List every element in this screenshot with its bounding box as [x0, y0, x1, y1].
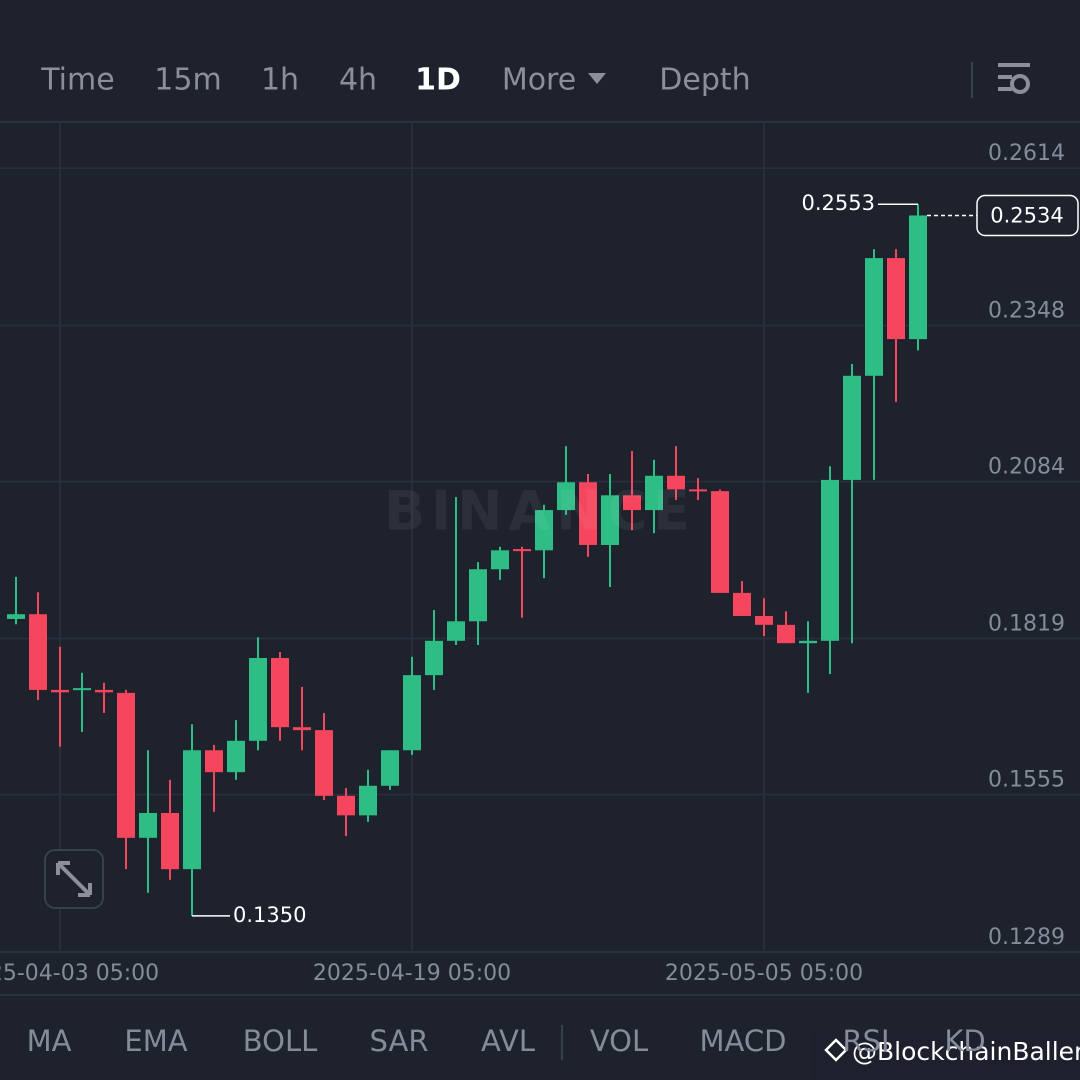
credit-logo	[824, 1038, 848, 1062]
candle-body	[755, 615, 773, 625]
candle-body	[799, 640, 817, 644]
icon-gear	[1010, 74, 1030, 94]
high-label: 0.2553	[802, 191, 875, 215]
toolbar-tab[interactable]: 15m	[154, 63, 221, 98]
x-tick-label: 2025-04-03 05:00	[0, 961, 159, 986]
y-tick-label: 0.2614	[988, 141, 1065, 166]
indicator-tab[interactable]: MA	[27, 1024, 72, 1058]
candle-body	[667, 475, 685, 490]
candle-body	[601, 495, 619, 545]
y-tick-label: 0.2084	[988, 455, 1065, 480]
candle-body	[733, 592, 751, 616]
candle-body	[711, 491, 729, 593]
indicator-tab[interactable]: BOLL	[243, 1024, 318, 1058]
candle-body	[689, 489, 707, 492]
candle-body	[183, 750, 201, 870]
toolbar-tab[interactable]: Depth	[659, 63, 750, 98]
indicator-tab[interactable]: EMA	[124, 1024, 187, 1058]
indicator-tab[interactable]: AVL	[481, 1024, 535, 1058]
icon-bar	[998, 75, 1012, 79]
credit: @BlockchainBaller	[852, 1037, 1080, 1066]
candle-body	[535, 510, 553, 551]
candle-body	[491, 550, 509, 570]
plot: 0.2614 0.2348 0.2084 0.1819 0.1555 0.1289 0.25…	[0, 122, 1080, 953]
y-tick-label: 0.1555	[988, 768, 1065, 793]
candle-body	[73, 688, 91, 691]
last-price-box	[976, 194, 1079, 237]
candle-body	[7, 614, 25, 619]
candle-body	[315, 730, 333, 796]
candle-body	[205, 750, 223, 773]
indicator-tab[interactable]: SAR	[370, 1024, 429, 1058]
low-label: 0.1350	[233, 903, 306, 927]
candle-body	[161, 812, 179, 870]
candle-body	[403, 675, 421, 751]
candle-body	[579, 482, 597, 545]
indicator-tab[interactable]: RSI	[842, 1024, 889, 1058]
candle-body	[821, 479, 839, 641]
candle-body	[623, 495, 641, 511]
last-price-label: 0.2534	[990, 203, 1063, 227]
icon-bar	[998, 63, 1030, 67]
expand-arrows	[56, 861, 92, 897]
indicator-tab[interactable]: VOL	[590, 1024, 648, 1058]
candle-body	[425, 640, 443, 676]
candle-body	[359, 785, 377, 816]
y-tick-label: 0.2348	[988, 299, 1065, 324]
candle-body	[469, 569, 487, 622]
y-tick-label: 0.1819	[988, 611, 1065, 636]
candle-body	[777, 624, 795, 644]
candle-body	[95, 689, 113, 693]
toolbar-tab[interactable]: 1h	[261, 63, 299, 98]
candle-body	[337, 795, 355, 816]
indicator-tab[interactable]: MACD	[700, 1024, 787, 1058]
dropdown-arrow	[588, 73, 606, 84]
toolbar-tab[interactable]: 4h	[339, 63, 377, 98]
toolbar-tab[interactable]: More	[502, 63, 576, 98]
indicator-tab[interactable]: KD	[944, 1024, 985, 1058]
candle-body	[227, 740, 245, 773]
candle-body	[271, 657, 289, 728]
candle-body	[887, 258, 905, 340]
candle-body	[117, 692, 135, 838]
toolbar-tab[interactable]: 1D	[415, 63, 461, 98]
credit-backdrop	[812, 1030, 1080, 1080]
candle-body	[447, 621, 465, 641]
x-tick-label: 2025-05-05 05:00	[665, 961, 863, 986]
y-tick-label: 0.1289	[988, 925, 1065, 950]
settings-icon[interactable]	[998, 63, 1030, 94]
candle-body	[557, 482, 575, 511]
candle-body	[51, 689, 69, 693]
candle-body	[29, 614, 47, 690]
candle-body	[909, 215, 927, 340]
candle-body	[249, 657, 267, 741]
candle-body	[381, 750, 399, 786]
icon-bar	[998, 87, 1012, 91]
candle-body	[645, 475, 663, 511]
expand-button[interactable]	[44, 849, 104, 909]
toolbar-tab[interactable]: Time	[40, 63, 114, 98]
candle-body	[139, 812, 157, 838]
x-tick-label: 2025-04-19 05:00	[313, 961, 511, 986]
candle-body	[843, 375, 861, 480]
candle-body	[293, 727, 311, 731]
candle-body	[865, 258, 883, 376]
candle-body	[513, 549, 531, 552]
watermark: BINANCE	[384, 480, 696, 543]
